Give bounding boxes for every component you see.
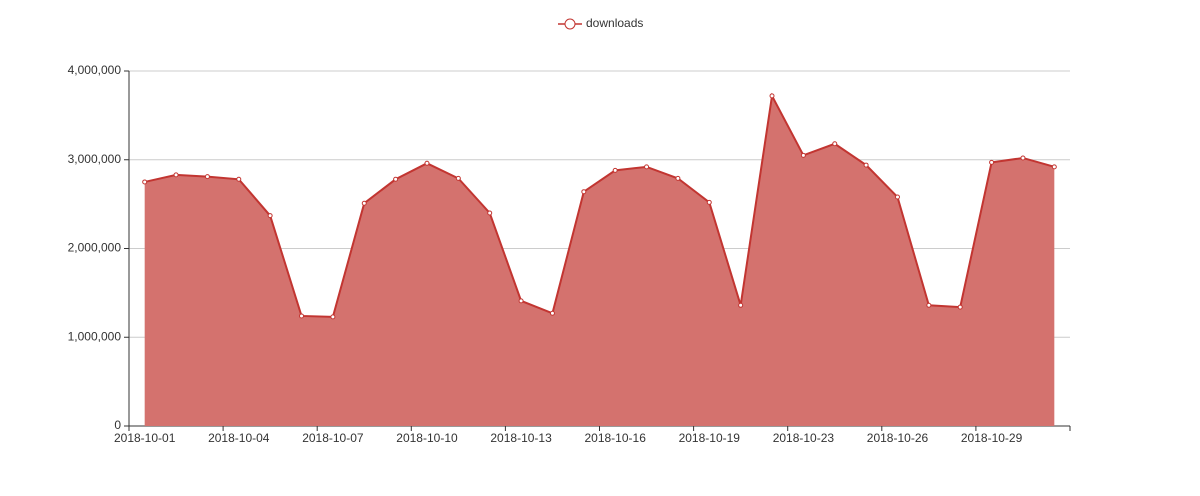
point [361,200,367,206]
point [706,199,712,205]
point [989,159,995,165]
point [612,167,618,173]
point [299,313,305,319]
point [644,164,650,170]
point [393,176,399,182]
point [832,141,838,147]
point [675,175,681,181]
line [144,92,1055,318]
point [769,93,775,99]
point [142,179,148,185]
y-tick-label: 3,000,000 [68,152,122,166]
y-tick-label: 2,000,000 [68,241,122,255]
point [330,314,336,320]
legend-label: downloads [586,16,643,30]
y-tick-label: 4,000,000 [68,63,122,77]
point [894,194,900,200]
point [1020,155,1026,161]
point [549,310,555,316]
x-tick-label: 2018-10-19 [679,431,741,445]
point [173,172,179,178]
point [926,302,932,308]
point [487,210,493,216]
point [518,298,524,304]
x-tick-label: 2018-10-23 [773,431,835,445]
x-tick-label: 2018-10-16 [584,431,646,445]
x-tick-label: 2018-10-04 [208,431,270,445]
point [863,162,869,168]
point [236,176,242,182]
y-tick-label: 1,000,000 [68,329,122,343]
point [800,152,806,158]
point [455,175,461,181]
x-tick-label: 2018-10-07 [302,431,364,445]
x-tick-label: 2018-10-29 [961,431,1023,445]
x-tick-label: 2018-10-13 [490,431,552,445]
point [957,304,963,310]
point [1051,164,1057,170]
point [581,189,587,195]
x-tick-label: 2018-10-26 [867,431,929,445]
point [267,213,273,219]
x-tick-label: 2018-10-10 [396,431,458,445]
x-tick-label: 2018-10-01 [114,431,176,445]
point [204,174,210,180]
point [738,302,744,308]
area [144,95,1055,426]
y-tick-label: 0 [114,418,121,432]
point [424,160,430,166]
legend-symbol [564,18,576,30]
